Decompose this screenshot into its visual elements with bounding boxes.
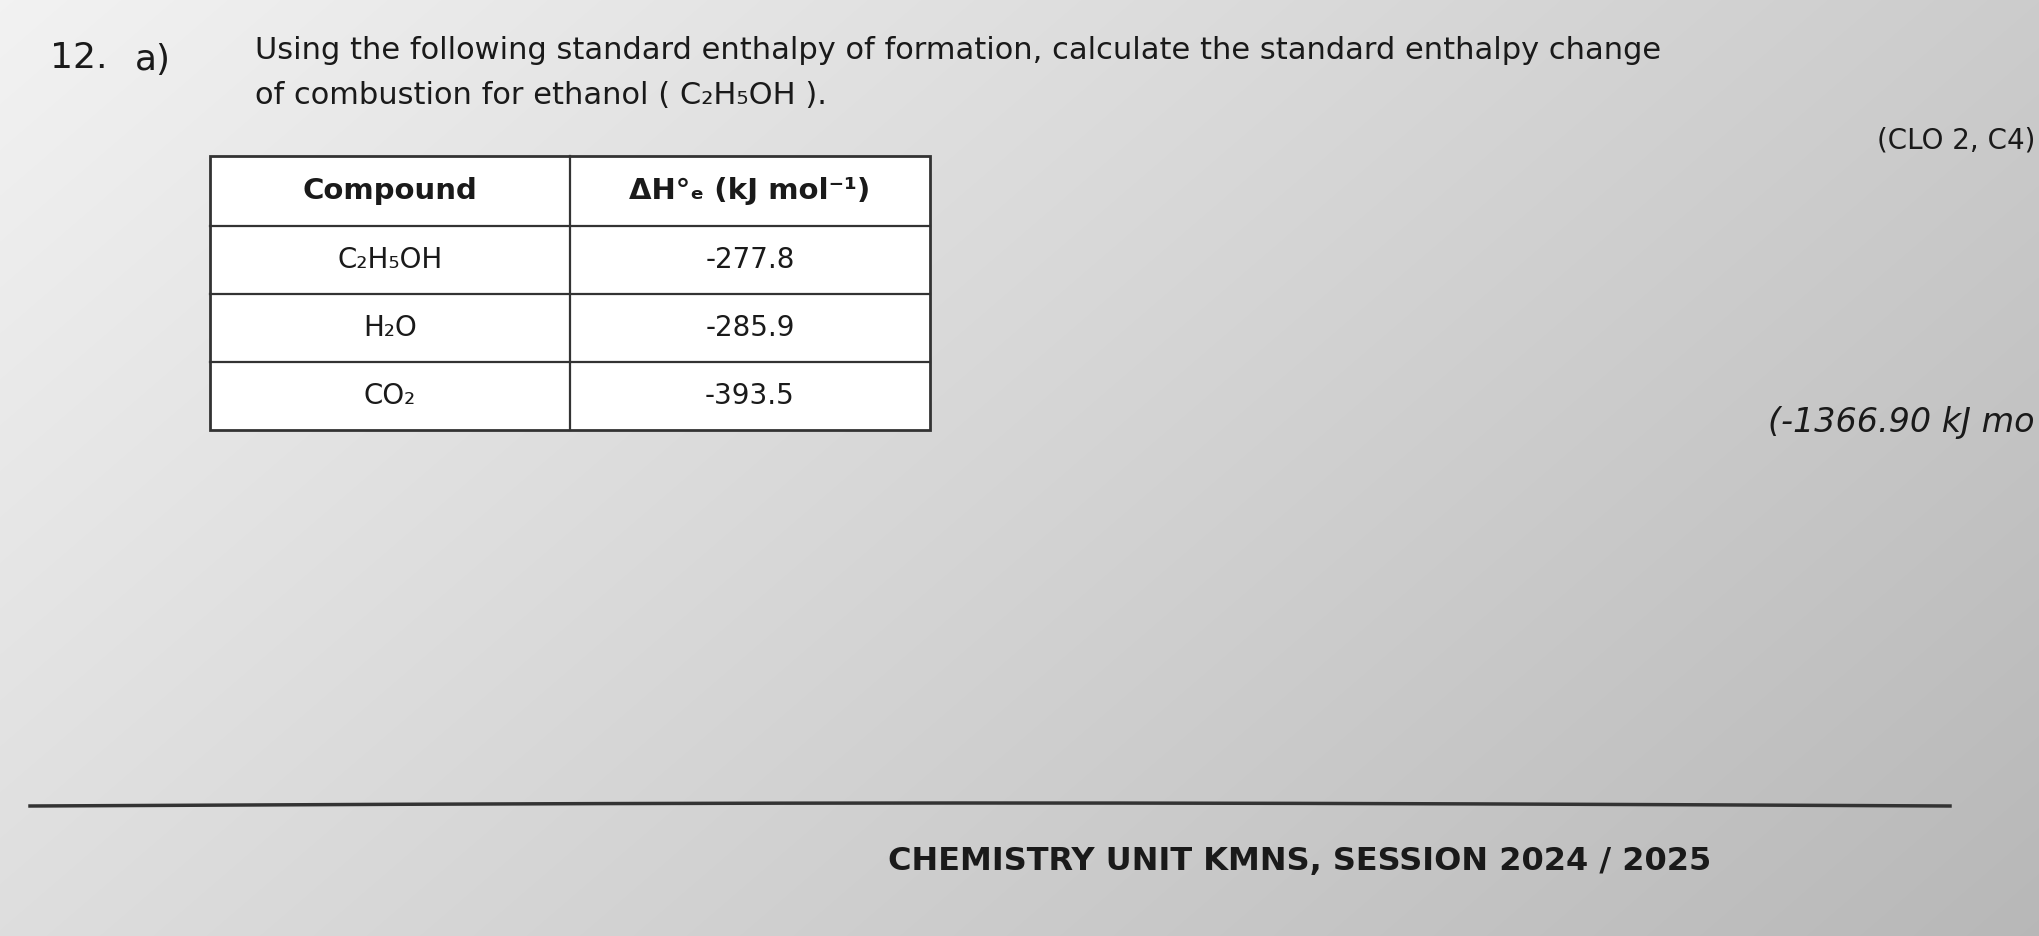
- Text: CHEMISTRY UNIT KMNS, SESSION 2024 / 2025: CHEMISTRY UNIT KMNS, SESSION 2024 / 2025: [887, 846, 1711, 877]
- Text: CO₂: CO₂: [363, 382, 416, 410]
- Text: Using the following standard enthalpy of formation, calculate the standard entha: Using the following standard enthalpy of…: [255, 36, 1660, 65]
- Bar: [210, 156, 930, 430]
- Text: -393.5: -393.5: [705, 382, 795, 410]
- Text: (-1366.90 kJ mo: (-1366.90 kJ mo: [1768, 406, 2035, 439]
- Text: ΔH°ₑ (kJ mol⁻¹): ΔH°ₑ (kJ mol⁻¹): [630, 177, 871, 205]
- Bar: [210, 156, 930, 430]
- Text: (CLO 2, C4): (CLO 2, C4): [1876, 126, 2035, 154]
- Text: Compound: Compound: [302, 177, 477, 205]
- Text: C₂H₅OH: C₂H₅OH: [336, 246, 442, 274]
- Text: a): a): [135, 43, 171, 77]
- Text: 12.: 12.: [51, 41, 108, 75]
- Text: -277.8: -277.8: [705, 246, 795, 274]
- Text: -285.9: -285.9: [705, 314, 795, 342]
- Text: of combustion for ethanol ( C₂H₅OH ).: of combustion for ethanol ( C₂H₅OH ).: [255, 81, 826, 110]
- Text: H₂O: H₂O: [363, 314, 416, 342]
